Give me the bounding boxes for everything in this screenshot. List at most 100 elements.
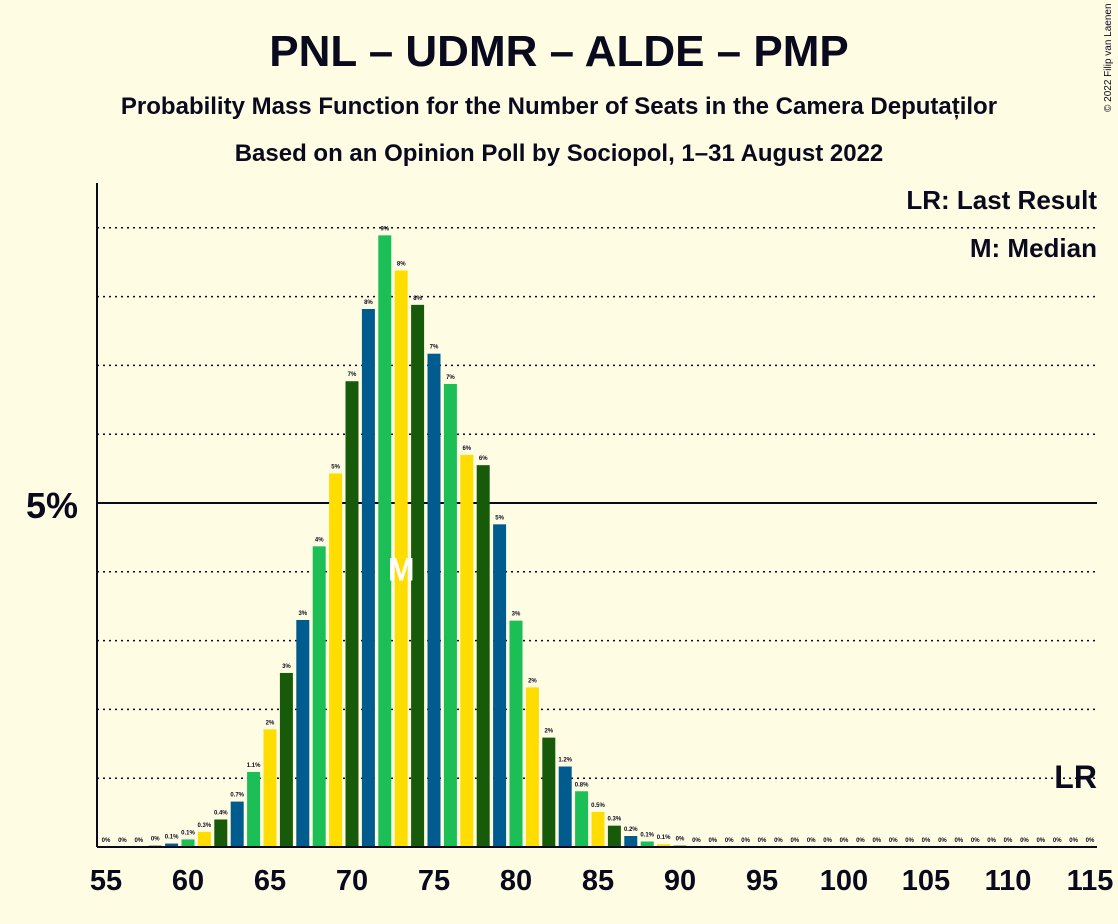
bar-label-seat-113: 0% [1053,838,1062,844]
bar-seat-65 [263,729,277,847]
x-tick-label-65: 65 [254,865,286,897]
bar-seat-59 [165,843,179,847]
bar-seat-61 [197,831,211,847]
x-tick-label-100: 100 [820,865,868,897]
bar-seat-62 [214,819,228,847]
bar-label-seat-90: 0% [676,837,685,843]
bar-label-seat-86: 0.3% [608,817,622,823]
x-tick-label-70: 70 [336,865,368,897]
bar-label-seat-89: 0.1% [657,835,671,841]
bar-seat-80 [509,620,523,847]
bar-seat-81 [525,687,539,847]
chart-title: PNL – UDMR – ALDE – PMP [269,27,848,76]
bar-label-seat-101: 0% [856,838,865,844]
bar-seat-86 [607,825,621,847]
bar-seat-63 [230,801,244,847]
chart-source: Based on an Opinion Poll by Sociopol, 1–… [235,140,884,167]
bar-seat-88 [640,841,654,847]
bar-label-seat-82: 2% [544,729,553,735]
bar-label-seat-107: 0% [954,838,963,844]
bar-seat-70 [345,381,359,847]
bar-seat-73 [394,270,408,847]
bar-label-seat-61: 0.3% [198,823,212,829]
bar-label-seat-106: 0% [938,838,947,844]
bar-label-seat-103: 0% [889,838,898,844]
bar-label-seat-92: 0% [708,838,717,844]
legend-median: M: Median [970,233,1097,263]
bar-seat-76 [443,383,457,847]
bar-label-seat-73: 8% [397,261,406,267]
bar-seat-71 [361,308,375,847]
bar-label-seat-69: 5% [331,464,340,470]
x-tick-label-115: 115 [1067,865,1114,897]
bar-seat-78 [476,465,490,847]
bar-label-seat-100: 0% [840,838,849,844]
bar-label-seat-62: 0.4% [214,810,228,816]
bar-label-seat-75: 7% [430,345,439,351]
median-marker: M [388,551,415,587]
bar-label-seat-77: 6% [462,446,471,452]
bar-seat-66 [279,672,293,847]
last-result-marker: LR [1054,759,1097,795]
bar-label-seat-114: 0% [1069,838,1078,844]
bar-label-seat-96: 0% [774,838,783,844]
bar-label-seat-87: 0.2% [624,827,638,833]
bar-label-seat-70: 7% [348,372,357,378]
x-tick-label-110: 110 [985,865,1032,897]
bar-seat-75 [427,353,441,847]
bar-seat-84 [575,791,589,847]
copyright-note: © 2022 Filip van Laenen [1103,3,1114,112]
bars [148,235,687,848]
bar-label-seat-67: 3% [298,611,307,617]
x-tick-label-95: 95 [746,865,778,897]
bar-seat-79 [493,524,507,847]
bar-label-seat-112: 0% [1036,838,1045,844]
bar-label-seat-104: 0% [905,838,914,844]
bar-label-seat-99: 0% [823,838,832,844]
bar-label-seat-93: 0% [725,838,734,844]
bar-seat-82 [542,737,556,847]
bar-label-seat-74: 8% [413,296,422,302]
bar-label-seat-84: 0.8% [575,782,589,788]
bar-seat-87 [624,835,638,847]
x-tick-label-80: 80 [500,865,532,897]
bar-label-seat-115: 0% [1086,838,1095,844]
bar-label-seat-78: 6% [479,456,488,462]
legend-last-result: LR: Last Result [906,185,1097,215]
bar-label-seat-72: 9% [380,226,389,232]
x-tick-label-105: 105 [902,865,950,897]
bar-label-seat-58: 0% [151,837,160,843]
x-tick-label-55: 55 [90,865,122,897]
bar-label-seat-66: 3% [282,664,291,670]
x-tick-label-90: 90 [664,865,696,897]
bar-seat-69 [329,473,343,847]
bar-seat-77 [460,454,474,847]
bar-label-seat-88: 0.1% [640,832,654,838]
bar-label-seat-57: 0% [134,838,143,844]
bar-label-seat-63: 0.7% [230,793,244,799]
chart-subtitle: Probability Mass Function for the Number… [121,93,997,120]
bar-seat-68 [312,546,326,847]
bar-label-seat-98: 0% [807,838,816,844]
x-tick-label-75: 75 [418,865,450,897]
bar-label-seat-71: 8% [364,300,373,306]
bar-label-seat-91: 0% [692,838,701,844]
bar-label-seat-94: 0% [741,838,750,844]
y-tick-label-5pct: 5% [26,485,78,526]
bar-seat-72 [378,235,392,848]
bar-label-seat-64: 1.1% [247,763,261,769]
bar-label-seat-83: 1.2% [558,758,572,764]
bar-label-seat-110: 0% [1004,838,1013,844]
bar-label-seat-65: 2% [266,720,275,726]
bar-label-seat-60: 0.1% [181,830,195,836]
bar-label-seat-59: 0.1% [165,835,179,841]
bar-label-seat-80: 3% [512,612,521,618]
bar-label-seat-85: 0.5% [591,803,605,809]
bar-label-seat-81: 2% [528,678,537,684]
bar-seat-85 [591,811,605,847]
bar-label-seat-56: 0% [118,838,127,844]
bar-seat-64 [247,772,261,847]
bar-label-seat-55: 0% [102,838,111,844]
bar-seat-89 [657,844,671,847]
